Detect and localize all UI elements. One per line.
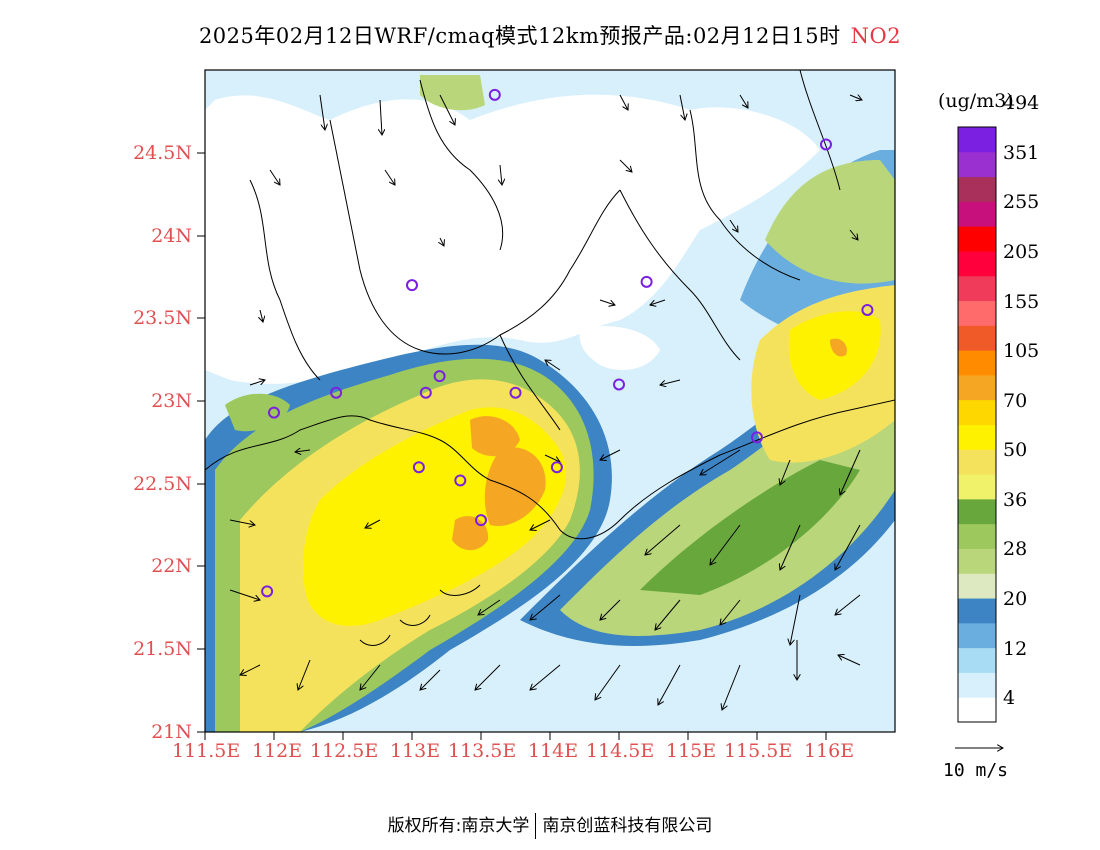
colorbar [957,126,997,723]
wind-vectors [229,95,862,710]
colorbar-swatch [958,697,996,723]
colorbar-label: 205 [1003,240,1040,263]
colorbar-label: 70 [1003,389,1028,412]
map-title: 2025年02月12日WRF/cmaq模式12km预报产品:02月12日15时 N… [0,20,1100,50]
station-marker [268,406,280,419]
colorbar-label: 4 [1003,687,1016,710]
lon-label-115: 115E [666,740,717,762]
station-marker [454,474,467,487]
copyright-prefix: 版权所有: [387,816,462,836]
colorbar-label: 50 [1003,439,1028,462]
colorbar-swatch [958,374,996,401]
concentration-field [205,70,895,732]
station-marker [861,303,874,316]
station-marker [419,386,432,399]
lon-label-114: 114E [528,740,579,762]
colorbar-swatch [958,598,996,624]
colorbar-swatch [958,127,996,153]
station-marker [261,585,274,598]
colorbar-label: 255 [1003,191,1040,214]
colorbar-label: 155 [1003,290,1040,313]
colorbar-swatch [958,151,996,178]
lon-label-112-5: 112.5E [310,740,379,762]
station-marker [751,431,763,444]
station-marker [488,88,501,101]
colorbar-label: 28 [1003,538,1028,561]
colorbar-swatch [958,350,996,376]
copyright-footer: 版权所有:南京大学 南京创蓝科技有限公司 [0,811,1100,839]
station-marker [406,279,418,292]
station-marker [820,138,832,151]
colorbar-swatch [958,622,996,649]
lat-label-23-5: 23.5N [133,307,192,329]
colorbar-swatch [958,250,996,277]
colorbar-label: 20 [1003,588,1028,611]
lon-label-112: 112E [252,740,303,762]
station-marker [550,461,563,474]
colorbar-label: 494 [1003,92,1040,115]
lat-label-21-5: 21.5N [133,638,192,660]
station-marker [640,275,653,288]
colorbar-swatch [958,548,996,574]
station-marker [433,370,446,383]
colorbar-swatch [958,275,996,302]
colorbar-label: 36 [1003,488,1028,511]
lat-label-24-5: 24.5N [133,142,192,164]
lat-label-22: 22N [151,555,192,577]
colorbar-label: 351 [1003,141,1040,164]
lon-label-113: 113E [390,740,441,762]
wind-reference-label: 10 m/s [943,760,1009,781]
lat-label-23: 23N [151,390,192,412]
colorbar-swatch [958,325,996,351]
pollutant-name: NO2 [850,24,902,48]
lon-label-111-5: 111.5E [172,740,241,762]
colorbar-swatch [958,201,996,227]
colorbar-swatch [958,672,996,698]
copyright-separator [535,813,537,839]
axis-ticks [197,152,827,740]
station-marker [613,378,625,391]
lat-label-22-5: 22.5N [133,473,192,495]
copyright-org2: 南京创蓝科技有限公司 [542,816,713,836]
lat-label-24: 24N [151,225,192,247]
station-marker [330,386,343,399]
colorbar-swatch [958,498,996,525]
coastline-and-borders [205,70,895,646]
colorbar-swatch [958,647,996,673]
colorbar-unit: (ug/m3) [938,90,1014,112]
colorbar-frame [957,126,997,723]
colorbar-swatch [958,226,996,252]
lon-label-116: 116E [804,740,855,762]
station-marker [509,386,522,399]
colorbar-swatch [958,399,996,425]
colorbar-swatch [958,573,996,599]
station-marker [475,514,487,527]
lon-label-115-5: 115.5E [724,740,793,762]
colorbar-swatch [958,474,996,500]
station-markers [261,88,874,598]
colorbar-swatch [958,176,996,202]
colorbar-swatch [958,424,996,450]
lat-label-21: 21N [151,721,192,743]
colorbar-label: 12 [1003,637,1028,660]
colorbar-label: 105 [1003,340,1040,363]
colorbar-swatch [958,449,996,475]
colorbar-swatch [958,523,996,549]
lon-label-114-5: 114.5E [586,740,655,762]
title-text: 2025年02月12日WRF/cmaq模式12km预报产品:02月12日15时 [198,24,841,48]
colorbar-swatch [958,300,996,326]
lon-label-113-5: 113.5E [448,740,517,762]
station-marker [412,461,425,474]
copyright-org1: 南京大学 [461,816,530,836]
